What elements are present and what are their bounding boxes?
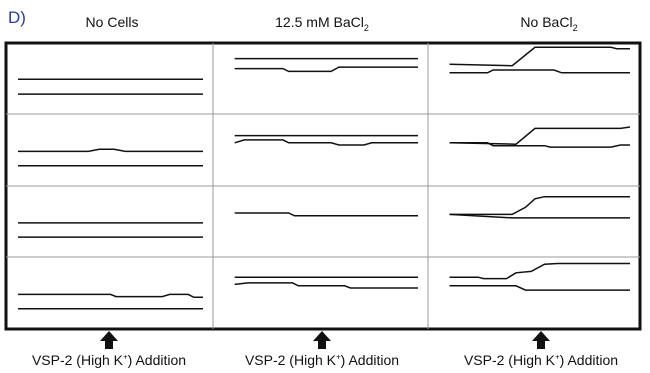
trace-line — [449, 69, 630, 74]
up-arrow-icon — [100, 331, 118, 349]
trace-line — [449, 195, 630, 216]
column-title-no-cells: No Cells — [85, 14, 139, 30]
trace-line — [449, 46, 630, 67]
up-arrow-icon — [313, 331, 331, 349]
column-title-no-bacl2: No BaCl2 — [520, 14, 578, 33]
trace-line — [449, 126, 631, 145]
trace-line — [449, 262, 630, 280]
column-title-bacl2: 12.5 mM BaCl2 — [275, 14, 369, 33]
trace-line — [234, 212, 418, 217]
trace-line — [449, 213, 630, 219]
trace-line — [234, 66, 418, 73]
trace-line — [18, 148, 203, 153]
trace-line — [449, 285, 630, 291]
trace-line — [449, 142, 630, 148]
trace-line — [18, 293, 203, 299]
addition-label-col2: VSP-2 (High K+) Addition — [244, 352, 400, 368]
addition-label-col3: VSP-2 (High K+) Addition — [463, 352, 619, 368]
trace-line — [234, 139, 418, 146]
panel-letter: D) — [8, 8, 26, 27]
addition-label-col1: VSP-2 (High K+) Addition — [31, 352, 187, 368]
trace-line — [234, 282, 418, 289]
up-arrow-icon — [532, 331, 550, 349]
